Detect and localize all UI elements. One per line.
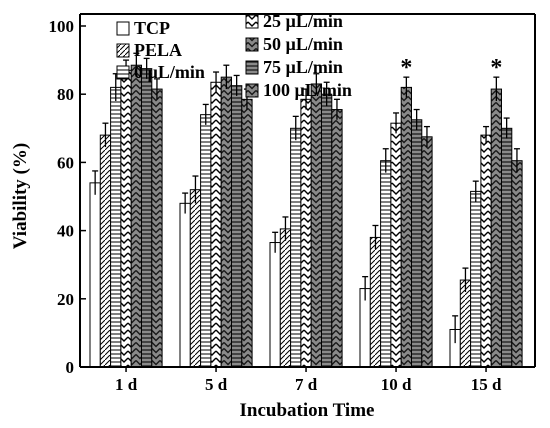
bar-0-0 xyxy=(89,182,101,368)
y-tick-label-3: 60 xyxy=(57,153,74,172)
significance-markers: * * xyxy=(400,55,502,81)
x-tick-label-4: 15 d xyxy=(471,375,502,394)
bar-5-3 xyxy=(411,119,423,368)
bar-0-2 xyxy=(269,242,281,368)
y-tick-label-5: 100 xyxy=(49,17,75,36)
x-tick-label-0: 1 d xyxy=(115,375,138,394)
bar-6-2 xyxy=(331,109,343,368)
bar-6-0 xyxy=(151,88,163,368)
x-tick-label-3: 10 d xyxy=(381,375,412,394)
error-bars xyxy=(92,52,520,344)
bar-1-3 xyxy=(369,236,382,368)
legend-label-1: PELA xyxy=(134,40,182,60)
bar-6-4 xyxy=(511,160,523,368)
bar-4-2 xyxy=(310,83,323,368)
bar-0-1 xyxy=(179,202,191,368)
bar-1-1 xyxy=(189,189,202,368)
legend-swatch-2 xyxy=(116,65,130,80)
legend-swatch-1 xyxy=(116,43,130,58)
legend-swatch-4 xyxy=(245,37,259,52)
bar-3-3 xyxy=(390,122,402,368)
legend-swatch-3 xyxy=(245,14,259,29)
bar-5-4 xyxy=(501,127,513,368)
bar-4-4 xyxy=(490,88,503,368)
legend-label-5: 75 µL/min xyxy=(263,57,343,77)
y-axis-title: Viability (%) xyxy=(10,143,31,249)
bar-4-1 xyxy=(220,76,232,368)
bar-1-4 xyxy=(459,279,472,368)
y-ticks: 0 20 40 60 80 100 xyxy=(49,17,86,377)
y-tick-label-4: 80 xyxy=(57,85,74,104)
bar-2-2 xyxy=(290,127,302,368)
bar-2-0 xyxy=(110,86,122,368)
bar-3-4 xyxy=(480,134,492,368)
x-axis-title: Incubation Time xyxy=(240,400,375,421)
y-tick-label-0: 0 xyxy=(66,358,75,377)
y-tick-label-1: 20 xyxy=(57,290,74,309)
bar-2-3 xyxy=(380,160,392,368)
significance-star-4: * xyxy=(490,55,502,81)
bar-3-1 xyxy=(210,81,222,368)
legend-label-2: 0 µL/min xyxy=(134,62,205,82)
x-tick-label-1: 5 d xyxy=(205,375,228,394)
bar-5-1 xyxy=(231,85,243,368)
bar-2-1 xyxy=(200,114,212,368)
bar-5-2 xyxy=(321,93,333,368)
bar-3-2 xyxy=(300,98,312,368)
legend-swatch-6 xyxy=(245,83,259,98)
x-ticks: 1 d 5 d 7 d 10 d 15 d xyxy=(115,367,502,394)
bar-5-0 xyxy=(141,68,153,368)
bar-1-2 xyxy=(279,228,292,368)
legend-swatch-5 xyxy=(245,60,259,75)
bar-group xyxy=(89,64,523,368)
bar-1-0 xyxy=(99,134,112,368)
bar-6-3 xyxy=(421,136,433,368)
legend-swatch-0 xyxy=(116,21,130,36)
axes xyxy=(79,13,536,368)
legend-label-0: TCP xyxy=(134,18,170,38)
bar-3-0 xyxy=(120,69,132,368)
bar-4-3 xyxy=(400,86,413,368)
bar-6-1 xyxy=(241,98,253,368)
significance-star-3: * xyxy=(400,55,412,81)
bar-2-4 xyxy=(470,190,482,368)
legend-label-6: 100 µL/min xyxy=(263,80,352,100)
y-tick-label-2: 40 xyxy=(57,222,74,241)
x-tick-label-2: 7 d xyxy=(295,375,318,394)
legend-label-3: 25 µL/min xyxy=(263,11,343,31)
legend-label-4: 50 µL/min xyxy=(263,34,343,54)
bar-4-0 xyxy=(130,64,142,368)
